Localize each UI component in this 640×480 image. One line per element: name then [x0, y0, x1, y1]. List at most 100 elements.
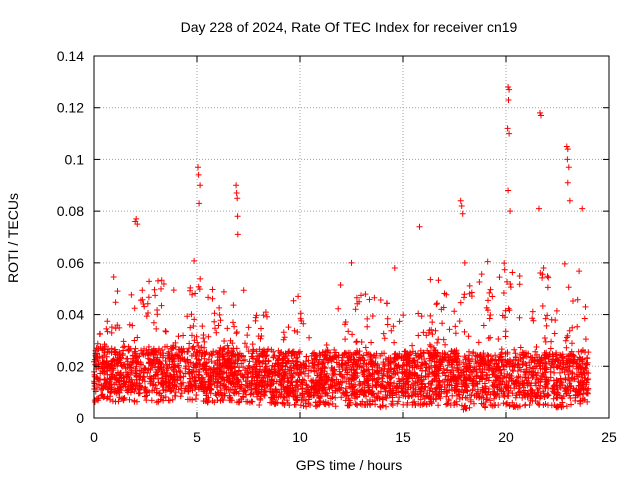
data-point	[462, 394, 469, 401]
data-point	[417, 388, 424, 395]
data-point	[503, 385, 510, 392]
data-point	[293, 362, 300, 369]
data-point	[481, 366, 488, 373]
data-point	[421, 356, 428, 362]
data-point	[529, 397, 536, 404]
data-point	[242, 378, 249, 385]
data-point	[116, 324, 123, 331]
data-point	[529, 368, 535, 375]
data-point	[195, 371, 202, 378]
data-point	[577, 378, 584, 385]
data-point	[411, 398, 418, 405]
data-point	[289, 357, 296, 364]
data-point	[197, 182, 204, 189]
data-point	[495, 374, 502, 381]
x-tick-label: 0	[90, 429, 98, 445]
data-point	[559, 395, 566, 402]
data-point	[432, 364, 439, 371]
data-point	[579, 374, 586, 381]
data-point	[529, 308, 536, 315]
data-point	[155, 277, 161, 284]
data-point	[140, 374, 146, 381]
data-point	[121, 361, 128, 368]
data-point	[333, 376, 340, 383]
data-point	[238, 384, 245, 391]
data-point	[224, 342, 231, 349]
data-point	[507, 281, 514, 287]
data-point	[398, 389, 405, 395]
data-point	[156, 365, 163, 372]
data-point	[121, 378, 128, 385]
axis-ticks: 0 5 10 15 20 25 0 0.02 0.04 0.06 0.08 0.1 0.12 0.14	[57, 48, 617, 445]
data-point	[380, 372, 386, 379]
data-point	[108, 329, 115, 336]
data-point	[224, 325, 231, 332]
data-point	[104, 328, 111, 335]
data-point	[208, 386, 215, 393]
x-tick-label: 25	[601, 429, 617, 445]
y-axis-label: ROTI / TECUs	[5, 193, 21, 283]
data-point	[291, 327, 298, 334]
data-point	[148, 397, 155, 404]
data-point	[549, 351, 556, 358]
data-point	[383, 403, 389, 410]
data-point	[360, 352, 367, 359]
data-point	[428, 400, 435, 407]
data-point	[513, 402, 520, 409]
data-point	[225, 365, 232, 372]
data-point	[429, 388, 436, 395]
data-point	[428, 326, 435, 333]
data-point	[352, 306, 359, 313]
data-point	[264, 371, 271, 378]
data-point	[130, 358, 136, 365]
data-point	[128, 291, 135, 298]
data-point	[280, 355, 287, 362]
data-point	[301, 370, 308, 377]
data-point	[216, 349, 223, 356]
data-point	[454, 386, 460, 393]
data-point	[302, 363, 309, 370]
data-point	[473, 373, 480, 380]
data-point	[534, 356, 541, 363]
data-point	[516, 273, 523, 279]
data-point	[184, 313, 191, 320]
data-point	[390, 387, 397, 394]
data-point	[487, 312, 494, 318]
data-point	[449, 364, 456, 370]
data-point	[153, 389, 160, 396]
data-point	[478, 271, 485, 278]
data-point	[485, 377, 492, 384]
data-point	[135, 353, 141, 360]
data-point	[217, 344, 224, 351]
data-point	[399, 363, 406, 369]
data-point	[532, 393, 539, 400]
data-point	[320, 384, 327, 391]
data-point	[241, 356, 248, 363]
data-point	[111, 389, 118, 396]
data-point	[555, 390, 562, 396]
data-point	[447, 369, 454, 376]
data-point	[279, 375, 286, 382]
data-point	[288, 379, 295, 386]
data-point	[163, 328, 169, 335]
data-point	[114, 357, 121, 363]
data-point	[211, 318, 218, 325]
data-point	[486, 367, 493, 374]
data-point	[391, 365, 398, 372]
data-point	[264, 348, 271, 355]
data-point	[192, 352, 199, 359]
data-point	[550, 382, 557, 389]
data-point	[574, 392, 581, 399]
data-point	[561, 260, 568, 267]
data-point	[568, 401, 574, 408]
data-point	[321, 363, 328, 370]
data-point	[405, 393, 412, 400]
data-point	[112, 299, 119, 306]
data-point	[131, 337, 138, 344]
data-point	[299, 396, 306, 403]
data-point	[361, 384, 368, 391]
data-point	[314, 372, 321, 379]
data-point	[460, 359, 467, 366]
data-point	[548, 316, 555, 323]
data-point	[474, 388, 481, 395]
